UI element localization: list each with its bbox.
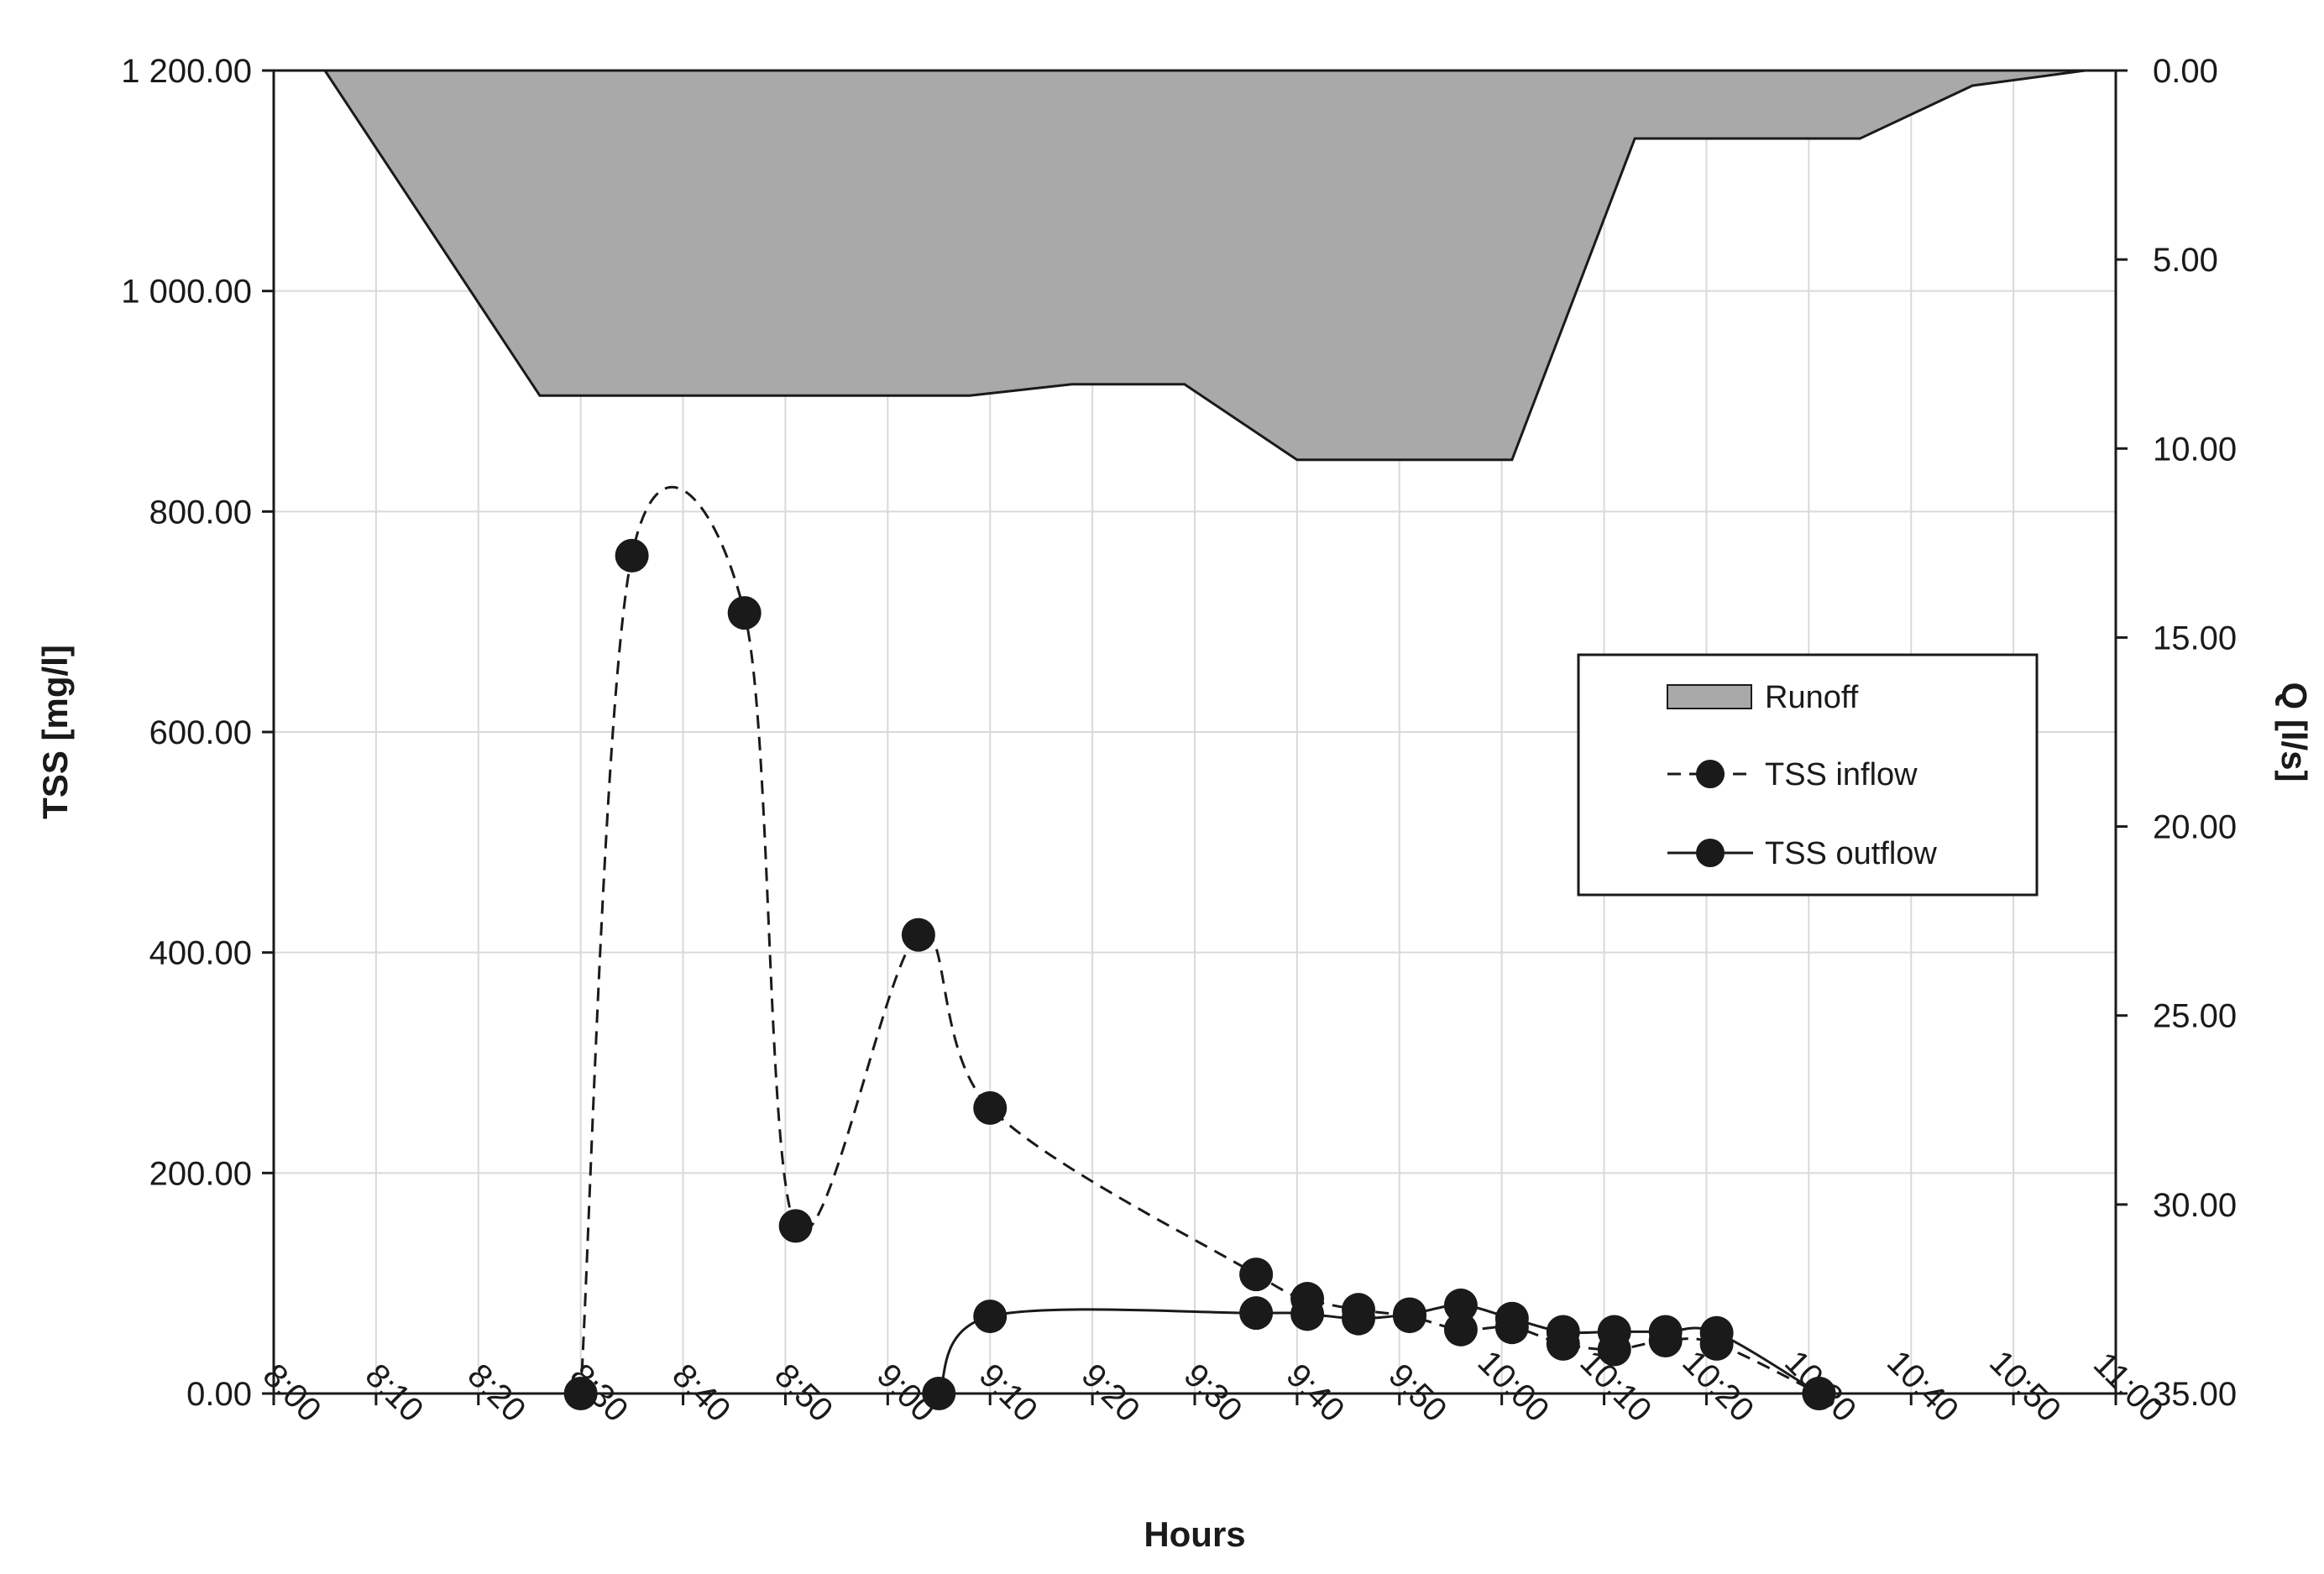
tss-inflow-point (563, 1377, 598, 1410)
y2-tick-label: 15.00 (2153, 620, 2237, 656)
tss-outflow-point (1239, 1296, 1274, 1331)
legend-box (1577, 653, 2039, 897)
tss-outflow-point (973, 1299, 1008, 1334)
y-tick-label: 600.00 (149, 714, 252, 751)
legend-outflow-marker (1696, 839, 1725, 867)
runoff-area (322, 69, 2116, 462)
y-tick-label: 0.00 (186, 1376, 252, 1413)
tss-outflow-point (1443, 1288, 1478, 1322)
tss-inflow-point (901, 918, 935, 952)
x-axis-title: Hours (1144, 1514, 1245, 1554)
tss-outflow-point (1342, 1301, 1376, 1336)
legend: Runoff TSS inflow TSS outflow (1577, 653, 2039, 897)
y2-tick-label: 20.00 (2153, 809, 2237, 846)
tss-outflow-point (1290, 1297, 1325, 1331)
tss-outflow-point (922, 1377, 956, 1410)
tss-outflow-point (1802, 1377, 1836, 1410)
y2-tick-label: 10.00 (2153, 431, 2237, 468)
tss-inflow-point (727, 596, 762, 630)
y2-tick-label: 0.00 (2153, 53, 2218, 90)
tss-inflow-point (615, 538, 649, 573)
tss-inflow-point (973, 1090, 1008, 1125)
legend-inflow-marker (1696, 760, 1725, 788)
tss-outflow-point (1494, 1301, 1529, 1336)
legend-runoff-label: Runoff (1765, 680, 1859, 715)
tss-marker-layer (563, 538, 1836, 1410)
legend-runoff-swatch (1667, 684, 1752, 709)
tss-outflow-point (1597, 1315, 1631, 1349)
y-axis-title: TSS [mg/l] (35, 645, 75, 819)
y2-tick-label: 25.00 (2153, 998, 2237, 1035)
runoff-area-layer (322, 69, 2116, 462)
legend-inflow-label: TSS inflow (1765, 757, 1918, 792)
y-tick-label: 800.00 (149, 494, 252, 531)
y-tick-label: 400.00 (149, 935, 252, 972)
tss-inflow-point (1443, 1312, 1478, 1347)
y2-tick-label: 35.00 (2153, 1376, 2237, 1413)
legend-outflow-label: TSS outflow (1765, 836, 1937, 871)
y-tick-label: 1 000.00 (121, 274, 252, 311)
tss-outflow-point (1392, 1297, 1426, 1331)
y2-axis-title: Q [l/s] (2274, 682, 2314, 782)
tss-outflow-point (1699, 1315, 1734, 1350)
tss-inflow-point (1239, 1258, 1274, 1292)
y-tick-label: 1 200.00 (121, 53, 252, 90)
y2-tick-label: 30.00 (2153, 1187, 2237, 1224)
tss-inflow-point (778, 1209, 813, 1243)
tss-outflow-point (1648, 1315, 1683, 1349)
tss-outflow-point (1546, 1315, 1580, 1349)
y2-tick-label: 5.00 (2153, 242, 2218, 279)
y-tick-label: 200.00 (149, 1155, 252, 1192)
